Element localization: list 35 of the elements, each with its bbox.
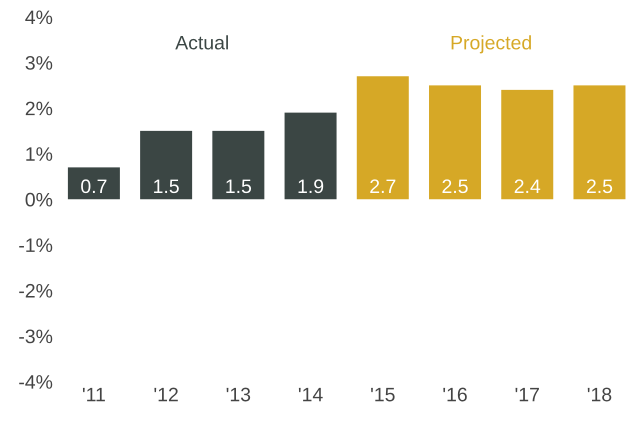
y-tick-label: -1% [19,238,52,252]
bar [68,167,120,200]
annotation: Actual [175,35,228,50]
x-tick-label: '17 [516,388,539,402]
bar [212,130,264,200]
bar [573,85,626,200]
bar [356,76,409,200]
y-tick-label: 3% [26,56,52,70]
bar [284,112,337,200]
data-label: 1.5 [154,180,179,194]
x-tick-label: '18 [588,388,612,402]
bar [429,85,482,200]
data-label: 0.7 [81,179,106,194]
data-label: 1.9 [298,179,324,194]
data-label: 2.5 [442,179,468,194]
x-tick-label: '16 [443,388,467,402]
y-tick-label: -2% [19,284,52,298]
y-tick-label: 1% [26,147,52,161]
data-label: 2.7 [370,179,396,193]
x-tick-label: '11 [82,388,105,402]
bar [140,130,192,200]
x-tick-label: '12 [154,388,178,402]
x-tick-label: '13 [226,388,250,402]
annotation: Projected [452,35,531,54]
y-tick-label: 2% [26,102,52,116]
x-tick-label: '14 [298,388,323,402]
data-label: 2.4 [514,179,540,193]
bar [501,90,554,200]
y-tick-label: 0% [26,192,52,207]
x-tick-label: '15 [371,388,395,402]
y-tick-label: -3% [19,329,52,344]
y-tick-label: -4% [19,375,52,389]
data-label: 1.5 [226,180,252,194]
y-tick-label: 4% [25,10,52,24]
data-label: 2.5 [586,179,612,194]
